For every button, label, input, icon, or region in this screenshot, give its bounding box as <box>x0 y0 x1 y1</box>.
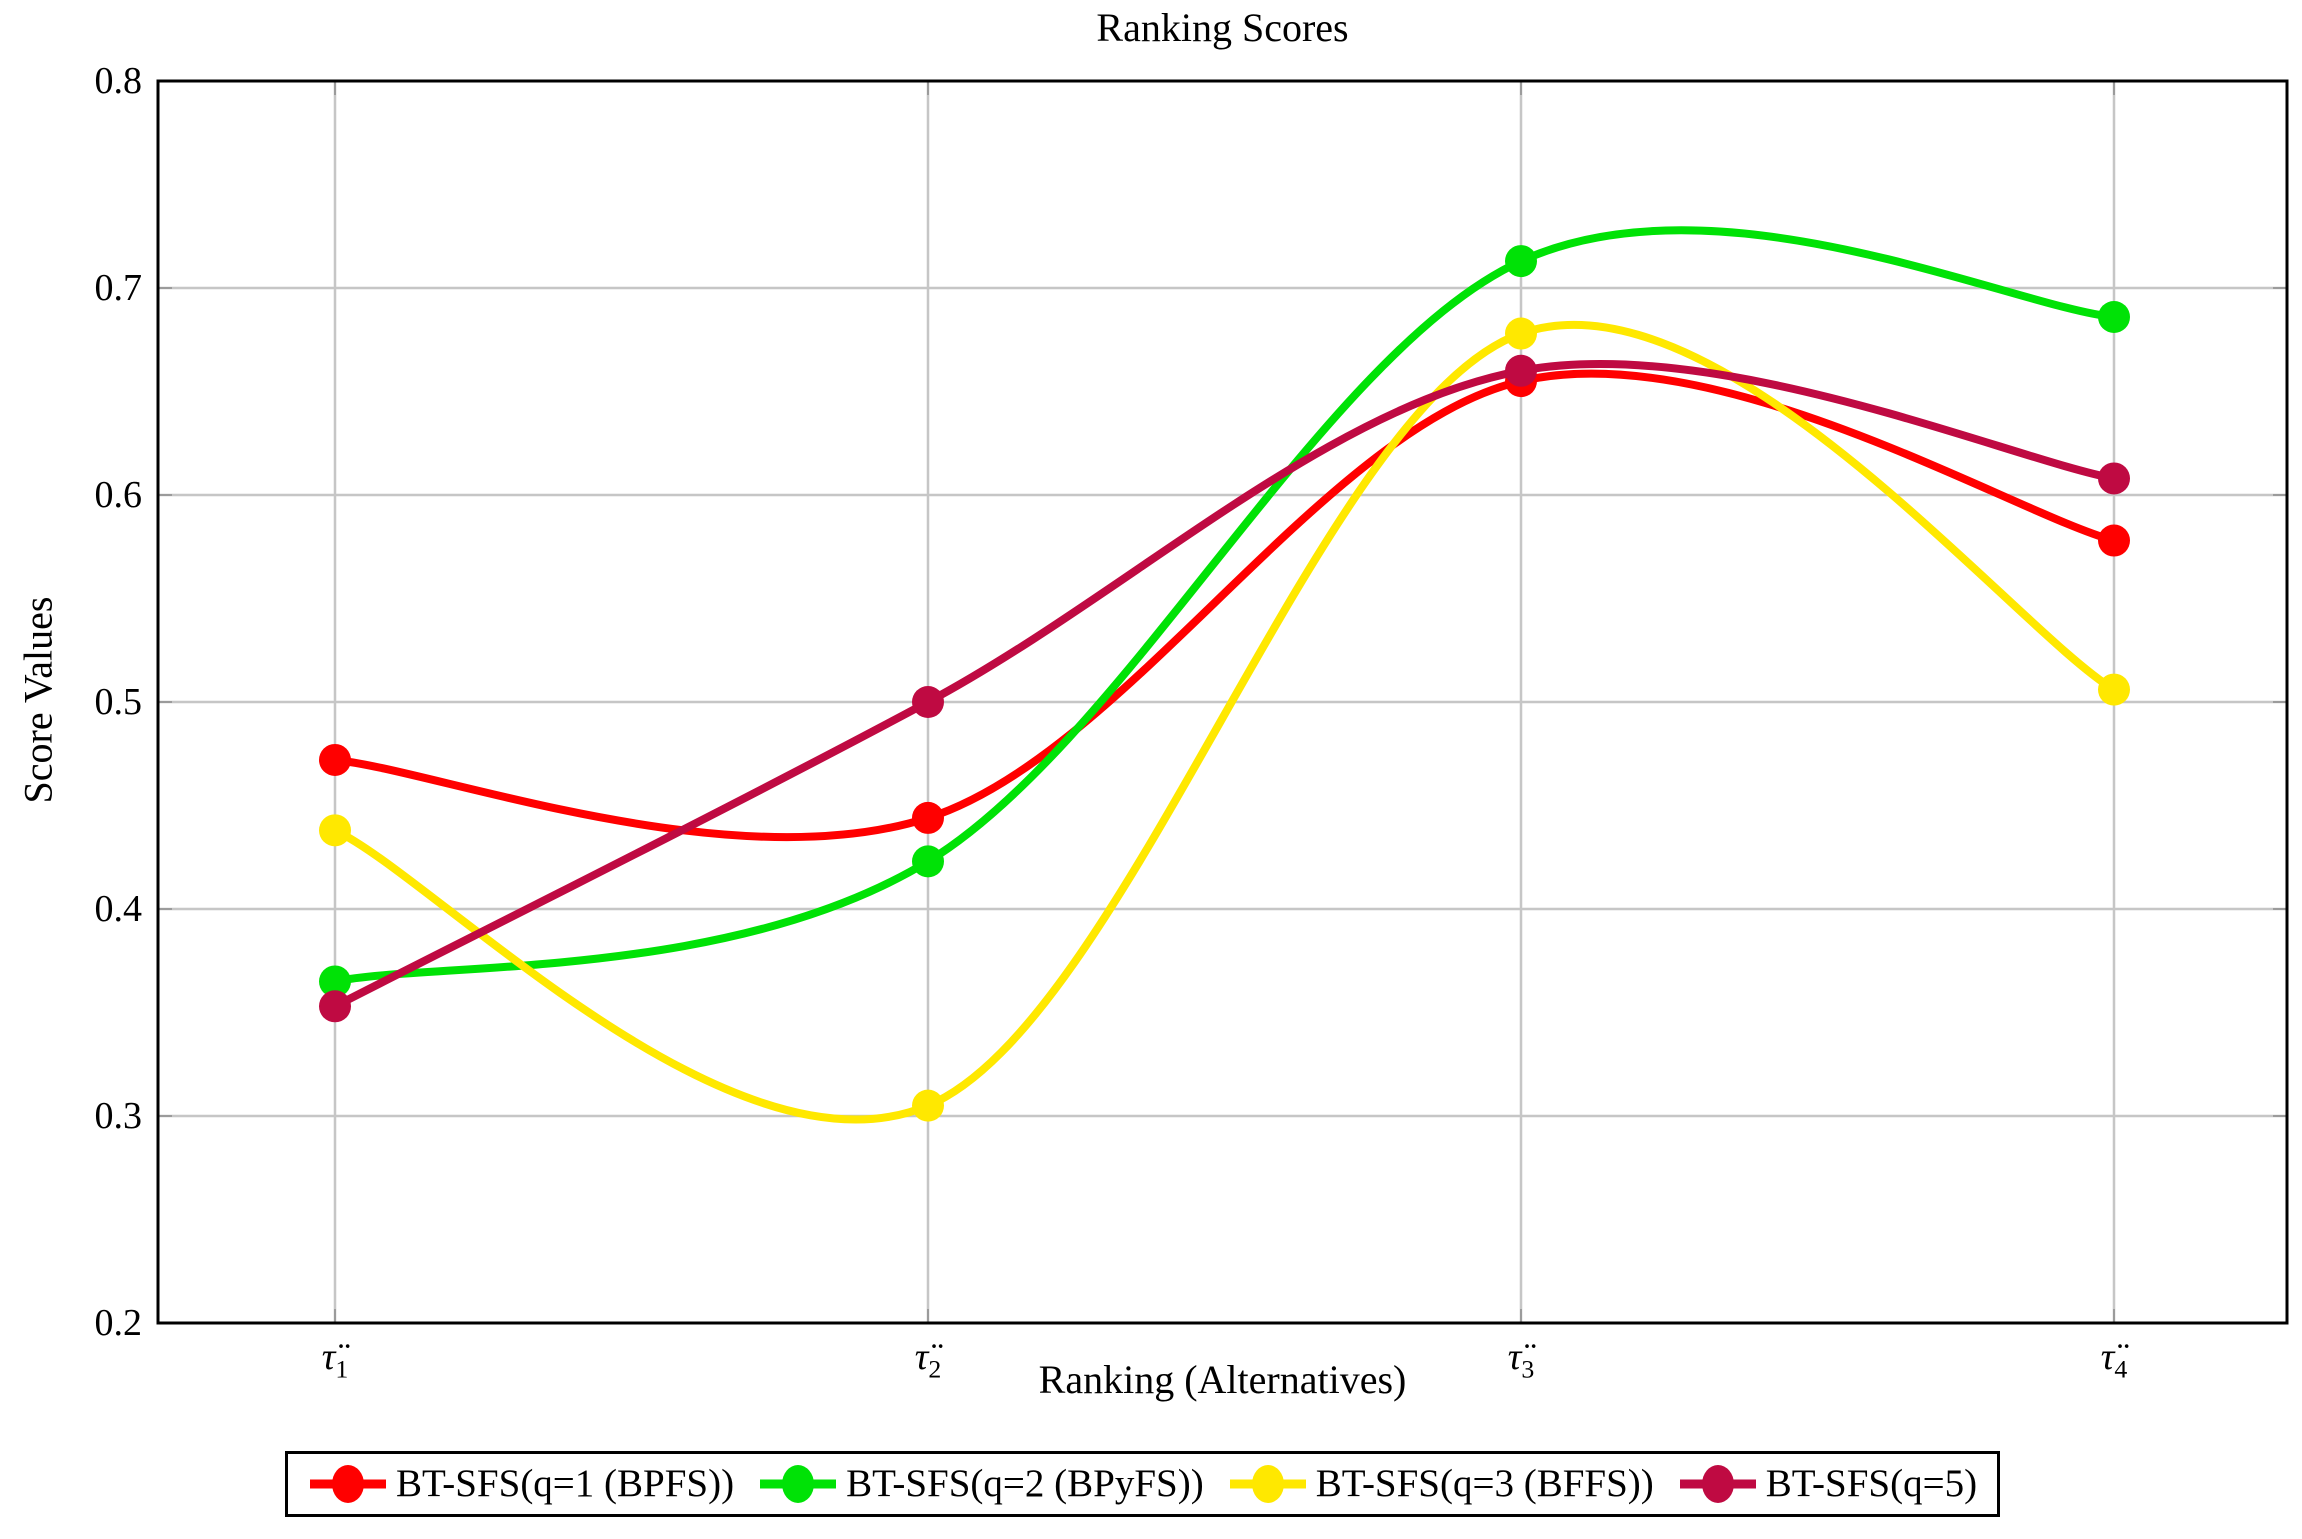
series-0 <box>319 365 2130 842</box>
data-point-marker <box>912 845 944 878</box>
legend-item: BT-SFS(q=5) <box>1678 1461 1977 1507</box>
plot-frame <box>156 79 2289 1325</box>
series-2 <box>319 317 2130 1124</box>
data-point-marker <box>912 686 944 718</box>
data-point-marker <box>1505 317 1537 350</box>
data-point-marker <box>1505 245 1537 278</box>
y-tick-label: 0.3 <box>94 1095 143 1137</box>
legend-item-label: BT-SFS(q=3 (BFFS)) <box>1315 1462 1654 1505</box>
series-line-0 <box>331 369 2118 842</box>
data-point-marker <box>2098 462 2130 495</box>
legend: BT-SFS(q=1 (BPFS)) BT-SFS(q=2 (BPyFS)) BT-… <box>285 1451 2001 1517</box>
chart-title: Ranking Scores <box>1096 5 1349 50</box>
data-point-marker <box>319 965 351 998</box>
data-point-marker <box>912 801 944 834</box>
legend-item-label: BT-SFS(q=1 (BPFS)) <box>396 1462 735 1505</box>
x-tick-label: τ̈2 <box>914 1336 942 1384</box>
x-tick-label: τ̈3 <box>1507 1336 1535 1384</box>
x-axis-label: Ranking (Alternatives) <box>1038 1357 1407 1402</box>
series-line-3 <box>331 360 2118 1011</box>
y-tick-label: 0.8 <box>94 60 143 102</box>
data-point-marker <box>319 743 351 776</box>
series-3 <box>319 354 2130 1023</box>
data-point-marker <box>319 990 351 1023</box>
legend-marker-icon <box>308 1461 388 1507</box>
series-line-1 <box>331 226 2118 986</box>
y-tick-label: 0.5 <box>94 681 143 723</box>
y-tick-label: 0.7 <box>94 267 143 309</box>
legend-item: BT-SFS(q=3 (BFFS)) <box>1228 1461 1654 1507</box>
gridlines <box>158 79 2287 1325</box>
series-line-2 <box>331 321 2118 1124</box>
y-tick-label: 0.6 <box>94 474 143 516</box>
legend-marker-icon <box>758 1461 838 1507</box>
x-tick-label: τ̈4 <box>2100 1336 2128 1384</box>
data-point-marker <box>912 1089 944 1122</box>
legend-item-label: BT-SFS(q=5) <box>1765 1462 1978 1505</box>
y-tick-label: 0.4 <box>94 888 143 930</box>
legend-marker-icon <box>1228 1461 1308 1507</box>
legend-item: BT-SFS(q=2 (BPyFS)) <box>758 1461 1204 1507</box>
x-tick-label: τ̈1 <box>321 1336 349 1384</box>
data-point-marker <box>2098 673 2130 706</box>
data-point-marker <box>2098 524 2130 557</box>
data-point-marker <box>319 814 351 847</box>
series-1 <box>319 226 2130 998</box>
data-point-marker <box>2098 300 2130 333</box>
data-point-marker <box>1505 354 1537 387</box>
legend-item: BT-SFS(q=1 (BPFS)) <box>308 1461 734 1507</box>
y-tick-label: 0.2 <box>94 1302 143 1344</box>
legend-item-label: BT-SFS(q=2 (BPyFS)) <box>846 1462 1204 1505</box>
legend-marker-icon <box>1678 1461 1758 1507</box>
